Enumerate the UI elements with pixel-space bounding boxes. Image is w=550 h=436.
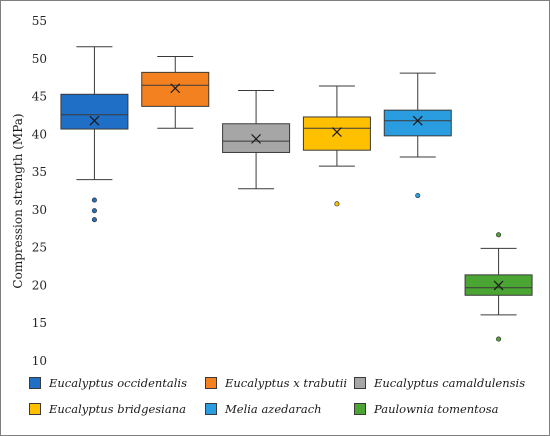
box-group: [222, 90, 291, 190]
iqr-box: [141, 71, 210, 107]
legend-label: Eucalyptus x trabutii: [225, 376, 348, 390]
box-plot: 10 15 20 25 30 35 40 45 50 55 Compression strengt…: [11, 14, 533, 368]
box-group: [464, 232, 533, 342]
y-axis-label: Compression strength (MPa): [11, 113, 25, 288]
y-tick-label: 35: [32, 165, 47, 179]
y-tick-label: 30: [32, 203, 47, 217]
mean-marker: [89, 115, 100, 126]
legend-item: Eucalyptus x trabutii: [205, 375, 347, 391]
mean-marker: [170, 83, 181, 94]
outlier-point: [496, 232, 502, 238]
legend-item: Eucalyptus occidentalis: [29, 375, 187, 391]
y-tick-label: 20: [32, 278, 47, 292]
legend-item: Eucalyptus bridgesiana: [29, 401, 186, 417]
legend-item: Eucalyptus camaldulensis: [354, 375, 525, 391]
y-tick-label: 50: [32, 52, 47, 66]
box-group: [383, 72, 452, 199]
legend-swatch: [205, 377, 217, 389]
outlier-point: [91, 208, 97, 214]
mean-marker: [251, 133, 262, 144]
box-group: [302, 85, 371, 207]
box-group: [60, 46, 129, 223]
legend-item: Melia azedarach: [205, 401, 322, 417]
y-tick-label: 10: [32, 354, 47, 368]
outlier-point: [91, 197, 97, 203]
legend-label: Eucalyptus camaldulensis: [374, 376, 526, 390]
y-tick-label: 15: [32, 316, 47, 330]
outlier-point: [91, 217, 97, 223]
iqr-box: [60, 93, 129, 130]
mean-marker: [412, 115, 423, 126]
y-tick-label: 45: [32, 90, 47, 104]
iqr-box: [383, 109, 452, 137]
mean-marker: [331, 127, 342, 137]
legend-label: Eucalyptus occidentalis: [49, 376, 188, 390]
legend-label: Paulownia tomentosa: [374, 402, 499, 416]
outlier-point: [415, 192, 421, 199]
legend-swatch: [354, 403, 366, 415]
iqr-box: [302, 116, 371, 151]
legend-swatch: [29, 377, 41, 389]
outlier-point: [496, 336, 502, 342]
legend-swatch: [205, 403, 217, 415]
y-tick-label: 25: [32, 241, 47, 255]
legend-label: Melia azedarach: [225, 402, 322, 416]
legend-label: Eucalyptus bridgesiana: [49, 402, 186, 416]
box-group: [141, 56, 210, 129]
legend: Eucalyptus occidentalis Eucalyptus x trab…: [29, 371, 539, 423]
mean-marker: [493, 280, 504, 291]
legend-swatch: [29, 403, 41, 415]
y-tick-label: 40: [32, 127, 47, 141]
outlier-point: [334, 201, 340, 207]
y-tick-label: 55: [32, 14, 47, 28]
legend-item: Paulownia tomentosa: [354, 401, 499, 417]
legend-swatch: [354, 377, 366, 389]
